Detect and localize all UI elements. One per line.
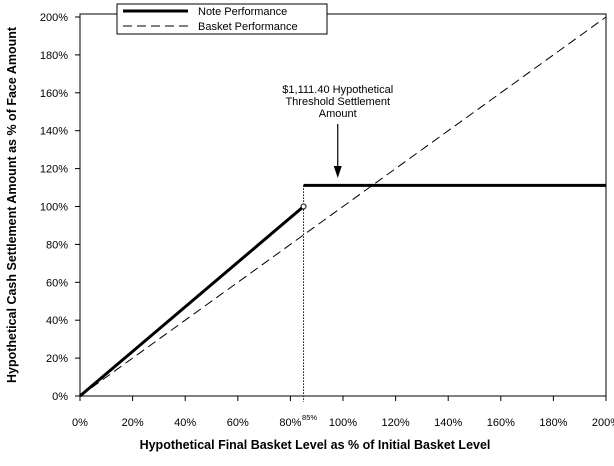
y-tick-label: 200%	[40, 12, 68, 24]
y-tick-label: 120%	[40, 164, 68, 176]
annotation-line: Amount	[319, 108, 357, 120]
axes	[79, 13, 607, 397]
y-tick-label: 40%	[46, 315, 68, 327]
y-tick-label: 100%	[40, 202, 68, 214]
x-tick-label: 120%	[382, 417, 410, 429]
y-axis-title: Hypothetical Cash Settlement Amount as %…	[5, 26, 19, 383]
x-tick-label: 60%	[227, 417, 249, 429]
y-tick-label: 140%	[40, 126, 68, 138]
x-tick-label: 40%	[174, 417, 196, 429]
x-tick-label: 20%	[122, 417, 144, 429]
open-point-marker	[300, 203, 307, 210]
x-tick-label: 0%	[72, 417, 88, 429]
y-tick-label: 20%	[46, 353, 68, 365]
x-tick-label: 160%	[487, 417, 515, 429]
legend: Note Performance Basket Performance	[116, 3, 328, 35]
x-axis-title: Hypothetical Final Basket Level as % of …	[140, 438, 491, 452]
y-tick-label: 0%	[52, 391, 68, 403]
y-tick-label: 180%	[40, 50, 68, 62]
annotation-line: $1,111.40 Hypothetical	[282, 84, 393, 96]
series	[79, 16, 607, 398]
axis-titles: Hypothetical Final Basket Level as % of …	[5, 26, 490, 452]
ticks: 0% 20% 40% 60% 80% 100% 120% 140% 160% 180% 200% 0%…	[40, 12, 614, 429]
legend-note-label: Note Performance	[198, 6, 287, 18]
y-tick-label: 60%	[46, 277, 68, 289]
x-tick-label: 140%	[434, 417, 462, 429]
y-tick-label: 80%	[46, 239, 68, 251]
note-performance-line	[79, 205, 305, 398]
plot-frame	[79, 13, 607, 397]
y-tick-label: 160%	[40, 88, 68, 100]
legend-basket-label: Basket Performance	[198, 21, 298, 33]
x-tick-label: 80%	[279, 417, 301, 429]
threshold-tick-label: 85%	[302, 413, 317, 422]
x-tick-label: 100%	[329, 417, 357, 429]
x-tick-label: 180%	[539, 417, 567, 429]
x-tick-label: 200%	[592, 417, 614, 429]
legend-box	[116, 3, 328, 35]
annotation-line: Threshold Settlement	[285, 96, 390, 108]
basket-performance-line	[79, 16, 607, 397]
annotation-arrowhead	[333, 166, 342, 178]
